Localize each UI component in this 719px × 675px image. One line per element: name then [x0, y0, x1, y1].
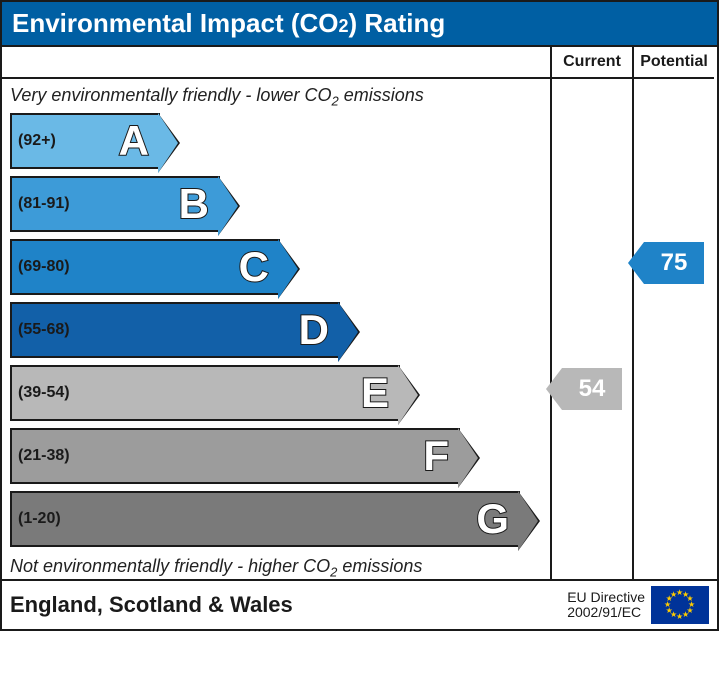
band-letter: G — [476, 495, 508, 543]
band-row-b: (81-91) B — [10, 176, 550, 232]
current-column: 54 — [550, 79, 632, 579]
band-bar-d: (55-68) D — [10, 302, 340, 358]
band-range: (92+) — [18, 132, 56, 150]
band-row-d: (55-68) D — [10, 302, 550, 358]
band-letter: F — [423, 432, 448, 480]
band-letter: C — [239, 243, 268, 291]
band-bar-f: (21-38) F — [10, 428, 460, 484]
eu-star-icon: ★ — [670, 590, 677, 599]
footer: England, Scotland & Wales EU Directive 2… — [2, 579, 717, 629]
potential-pointer: 75 — [644, 242, 704, 284]
band-range: (81-91) — [18, 195, 70, 213]
footer-right: EU Directive 2002/91/EC ★★★★★★★★★★★★ — [567, 586, 709, 624]
potential-pointer-value: 75 — [644, 242, 704, 284]
eu-flag-icon: ★★★★★★★★★★★★ — [651, 586, 709, 624]
title-prefix: Environmental Impact (CO — [12, 8, 339, 38]
current-pointer: 54 — [562, 368, 622, 410]
band-bar-b: (81-91) B — [10, 176, 220, 232]
title-sub: 2 — [339, 16, 349, 36]
band-range: (69-80) — [18, 258, 70, 276]
epc-rating-card: Environmental Impact (CO2) Rating Curren… — [0, 0, 719, 631]
chart-area: Very environmentally friendly - lower CO… — [2, 79, 550, 579]
band-row-g: (1-20) G — [10, 491, 550, 547]
band-letter: A — [119, 117, 148, 165]
band-row-f: (21-38) F — [10, 428, 550, 484]
band-letter: B — [179, 180, 208, 228]
bottom-note: Not environmentally friendly - higher CO… — [2, 554, 550, 582]
grid: Current Potential Very environmentally f… — [2, 47, 717, 579]
top-note: Very environmentally friendly - lower CO… — [2, 83, 550, 111]
band-letter: D — [299, 306, 328, 354]
band-range: (21-38) — [18, 447, 70, 465]
band-bar-c: (69-80) C — [10, 239, 280, 295]
band-row-c: (69-80) C — [10, 239, 550, 295]
band-range: (1-20) — [18, 510, 61, 528]
current-pointer-value: 54 — [562, 368, 622, 410]
band-bar-e: (39-54) E — [10, 365, 400, 421]
bottom-note-prefix: Not environmentally friendly - higher CO — [10, 556, 330, 576]
bottom-note-suffix: emissions — [337, 556, 422, 576]
band-row-a: (92+) A — [10, 113, 550, 169]
potential-column: 75 — [632, 79, 714, 579]
band-bar-g: (1-20) G — [10, 491, 520, 547]
band-range: (39-54) — [18, 384, 70, 402]
band-bar-a: (92+) A — [10, 113, 160, 169]
title-bar: Environmental Impact (CO2) Rating — [2, 2, 717, 47]
directive-line2: 2002/91/EC — [567, 605, 645, 620]
bars-container: (92+) A (81-91) B (69-80) C (55-68) D (39-54) E (2… — [2, 111, 550, 547]
top-note-prefix: Very environmentally friendly - lower CO — [10, 85, 331, 105]
footer-region: England, Scotland & Wales — [10, 592, 293, 618]
directive-line1: EU Directive — [567, 590, 645, 605]
header-main — [2, 47, 550, 79]
top-note-sub: 2 — [331, 94, 338, 109]
band-letter: E — [361, 369, 388, 417]
header-current: Current — [550, 47, 632, 79]
top-note-suffix: emissions — [339, 85, 424, 105]
band-range: (55-68) — [18, 321, 70, 339]
header-potential: Potential — [632, 47, 714, 79]
band-row-e: (39-54) E — [10, 365, 550, 421]
title-suffix: ) Rating — [349, 8, 446, 38]
eu-directive: EU Directive 2002/91/EC — [567, 590, 645, 621]
